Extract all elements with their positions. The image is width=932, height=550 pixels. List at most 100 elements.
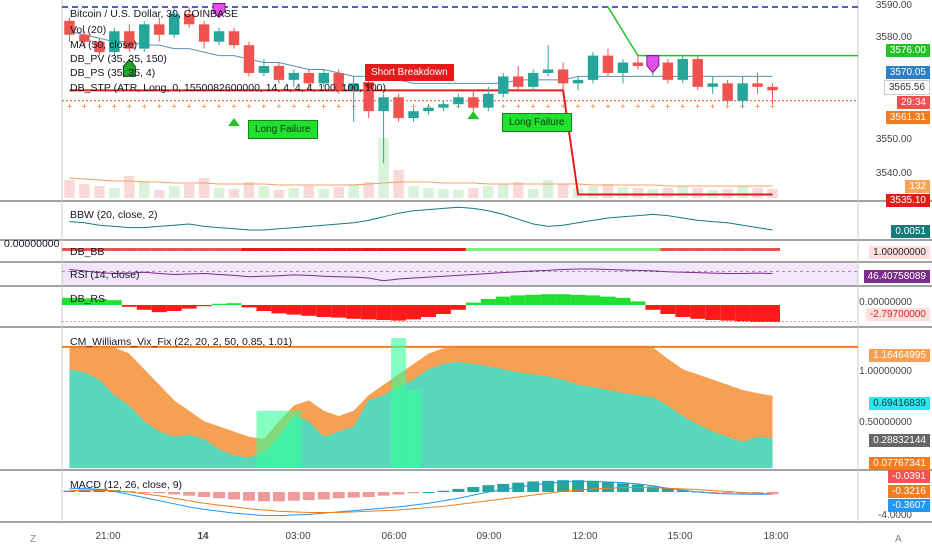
cm-low-tag: 0.07767341 <box>869 457 930 470</box>
candle-body <box>707 83 718 87</box>
stop-dot: + <box>590 102 595 112</box>
auto-scale-button[interactable]: A <box>895 534 902 545</box>
candle-body <box>168 13 180 35</box>
candle-body <box>423 107 434 112</box>
indicator-dbstp-label: DB_STP (ATR, Long, 0, 1550082600000, 14,… <box>70 82 386 94</box>
macd-hist-bar <box>302 492 315 501</box>
dbrs-bar <box>241 305 257 308</box>
stop-dot: + <box>695 102 700 112</box>
price-tag-stop-dots: 3561.31 <box>885 111 930 124</box>
macd-hist-bar <box>631 484 644 492</box>
volume-bar <box>94 186 105 198</box>
candle-body <box>677 59 689 80</box>
volume-bar <box>468 188 479 198</box>
macd-hist-bar <box>601 482 614 492</box>
dbrs-bar <box>555 294 571 305</box>
x-tick: 18:00 <box>763 531 789 542</box>
macd-hist-bar <box>257 492 270 502</box>
macd-line <box>69 480 773 517</box>
candle-body <box>213 31 225 42</box>
stop-dot: + <box>575 102 580 112</box>
volume-bar <box>273 190 285 198</box>
dbbb-segment <box>735 248 751 251</box>
candle-body <box>228 31 240 46</box>
dbrs-value-tag: -2.79700000 <box>865 308 930 321</box>
candle-body <box>468 97 479 108</box>
dbbb-segment <box>391 248 407 251</box>
volume-bar <box>213 188 225 198</box>
volume-bar <box>677 186 689 198</box>
long-signal-marker <box>122 58 136 77</box>
candle-body <box>662 62 674 80</box>
macd-hist-bar <box>377 492 390 496</box>
dbrs-bar <box>615 297 631 305</box>
dbbb-segment <box>510 248 526 251</box>
stop-dot: + <box>635 102 640 112</box>
dbrs-bar <box>495 296 511 305</box>
dbbb-segment <box>256 248 272 251</box>
dbrs-bar <box>540 294 556 305</box>
dbbb-segment <box>211 248 227 251</box>
volume-bar <box>527 189 539 198</box>
dbbb-segment <box>615 248 631 251</box>
zoom-corner-button[interactable]: Z <box>30 534 37 545</box>
dbrs-bar <box>256 305 272 311</box>
candle-body <box>692 59 703 87</box>
volume-bar <box>587 186 599 198</box>
dbbb-segment <box>271 248 287 251</box>
candle-body <box>318 72 330 84</box>
candle-body <box>198 24 210 42</box>
dbrs-bar <box>585 295 601 305</box>
indicator-ma-label: MA (50, close) <box>70 39 138 51</box>
stop-dot: + <box>516 102 521 112</box>
rsi-line <box>69 268 773 282</box>
stop-dot: + <box>321 102 326 112</box>
long-failure-callout-1: Long Failure <box>248 120 318 139</box>
dbrs-bar <box>62 297 77 305</box>
dbbb-segment <box>181 248 197 251</box>
candle-body <box>512 76 524 87</box>
volume-tag: 132 <box>905 180 930 193</box>
candle-body <box>617 62 629 73</box>
dbbb-segment <box>465 248 481 251</box>
macd-hist-bar <box>646 486 659 492</box>
dbbb-segment <box>720 248 736 251</box>
price-tick: 3540.00 <box>875 168 912 179</box>
dbrs-bar <box>346 305 362 319</box>
macd-signal-line <box>69 487 773 514</box>
volume-bar <box>557 184 569 198</box>
macd-hist-bar <box>706 492 719 493</box>
volume-bar <box>632 188 644 198</box>
dbbb-segment <box>316 248 332 251</box>
macd-hist-bar <box>766 492 779 495</box>
volume-bar <box>453 190 464 198</box>
dbbb-segment <box>675 248 691 251</box>
candle-body <box>557 69 569 84</box>
volume-bar <box>124 176 135 198</box>
countdown-tag: 29:34 <box>896 96 930 109</box>
dbrs-bar <box>510 295 526 305</box>
macd-hist-bar <box>572 480 585 492</box>
dbrs-bar <box>271 305 287 314</box>
dbbb-segment <box>765 248 780 251</box>
dbrs-bar <box>480 299 496 305</box>
bbw-label: BBW (20, close, 2) <box>70 209 158 221</box>
macd-hist-bar <box>467 487 480 492</box>
dbbb-segment <box>151 248 167 251</box>
green-level-line <box>607 6 858 57</box>
stop-dot: + <box>411 102 416 112</box>
macd-hist-bar <box>542 480 555 492</box>
volume-bar <box>303 186 315 198</box>
ma50-line <box>69 30 773 84</box>
volume-bar <box>258 186 270 198</box>
stop-dot: + <box>276 102 281 112</box>
stop-dot: + <box>665 102 670 112</box>
macd-hist-bar <box>497 483 510 492</box>
stop-dot: + <box>246 102 251 112</box>
volume-bar <box>737 186 748 198</box>
macd-hist-bar <box>392 492 405 495</box>
cm-spike-bar <box>256 410 272 468</box>
x-tick: 09:00 <box>476 531 502 542</box>
volume-bar <box>378 138 389 198</box>
